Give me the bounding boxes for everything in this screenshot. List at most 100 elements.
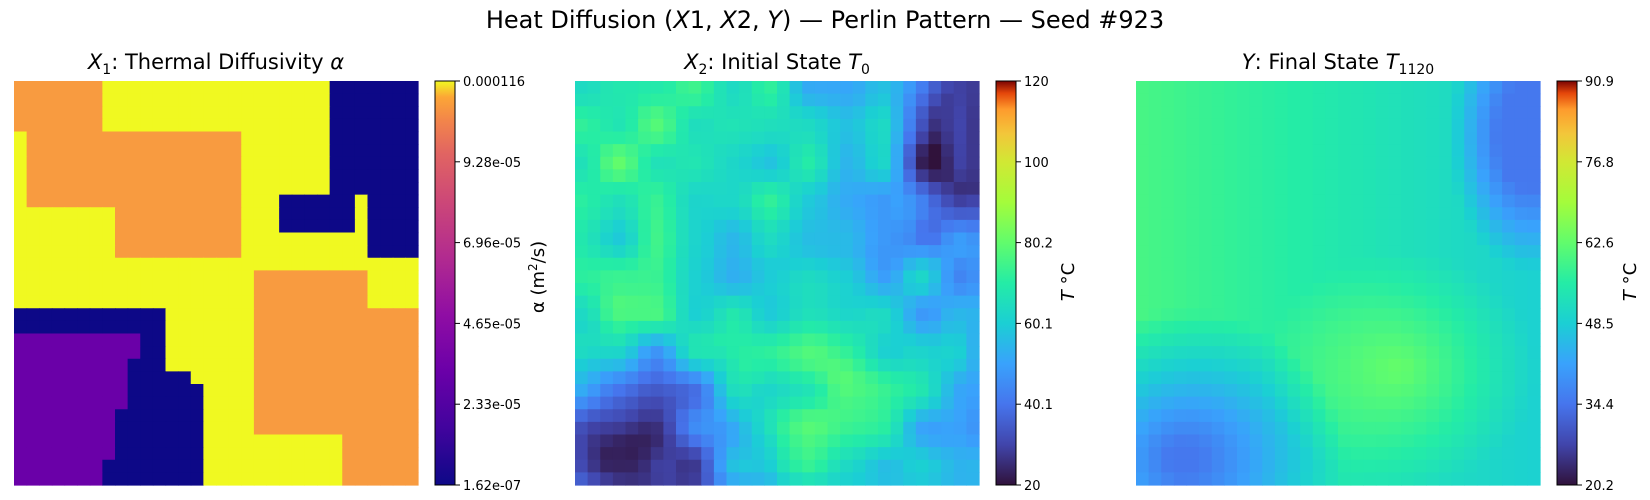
heatmap-cell	[1401, 384, 1415, 398]
heatmap-cell	[203, 169, 217, 183]
heatmap-cell	[140, 118, 154, 133]
heatmap-cell	[1426, 245, 1440, 259]
heatmap-cell	[789, 106, 803, 120]
heatmap-cell	[865, 106, 879, 120]
heatmap-cell	[1476, 447, 1491, 461]
heatmap-cell	[329, 283, 343, 297]
heatmap-cell	[39, 295, 53, 309]
heatmap-cell	[1199, 156, 1213, 170]
heatmap-cell	[789, 333, 803, 347]
heatmap-cell	[1211, 232, 1225, 246]
heatmap-cell	[1161, 118, 1175, 133]
heatmap-cell	[701, 346, 715, 360]
heatmap-cell	[1350, 472, 1364, 486]
heatmap-cell	[165, 257, 179, 271]
heatmap-cell	[1148, 384, 1162, 398]
heatmap-cell	[380, 472, 394, 486]
heatmap-cell	[903, 358, 917, 372]
heatmap-cell	[638, 93, 652, 107]
heatmap-cell	[1527, 219, 1541, 234]
heatmap-cell	[1401, 156, 1415, 170]
heatmap-cell	[941, 81, 955, 95]
heatmap-cell	[600, 270, 614, 284]
heatmap-cell	[941, 283, 955, 297]
heatmap-cell	[701, 169, 715, 183]
heatmap-cell	[966, 472, 980, 486]
heatmap-cell	[367, 396, 381, 410]
heatmap-cell	[1527, 472, 1541, 486]
heatmap-cell	[814, 295, 829, 309]
heatmap-cell	[89, 409, 103, 423]
heatmap-cell	[216, 232, 230, 246]
heatmap-cell	[1375, 118, 1390, 133]
heatmap-cell	[1489, 308, 1503, 322]
heatmap-cell	[304, 396, 318, 410]
heatmap-cell	[39, 232, 53, 246]
heatmap-cell	[612, 194, 627, 208]
heatmap-cell	[713, 81, 728, 95]
heatmap-cell	[253, 156, 268, 170]
heatmap-cell	[241, 295, 255, 309]
heatmap-cell	[77, 169, 91, 183]
heatmap-cell	[1312, 333, 1326, 347]
heatmap-cell	[392, 434, 406, 448]
heatmap-cell	[216, 106, 230, 120]
heatmap-cell	[587, 232, 601, 246]
heatmap-cell	[1350, 358, 1364, 372]
heatmap-cell	[814, 434, 829, 448]
heatmap-cell	[865, 384, 879, 398]
heatmap-cell	[1502, 434, 1516, 448]
heatmap-cell	[165, 194, 179, 208]
heatmap-cell	[840, 384, 854, 398]
heatmap-cell	[713, 333, 728, 347]
heatmap-cell	[840, 131, 854, 145]
heatmap-cell	[953, 118, 967, 133]
heatmap-cell	[1464, 144, 1478, 158]
heatmap-cell	[1274, 194, 1289, 208]
heatmap-cell	[329, 118, 343, 133]
heatmap-cell	[380, 283, 394, 297]
heatmap-cell	[878, 169, 892, 183]
heatmap-cell	[127, 131, 141, 145]
heatmap-cell	[638, 144, 652, 158]
heatmap-cell	[600, 81, 614, 95]
heatmap-cell	[751, 308, 765, 322]
heatmap-cell	[1502, 396, 1516, 410]
heatmap-cell	[953, 434, 967, 448]
heatmap-cell	[1439, 257, 1453, 271]
heatmap-cell	[253, 270, 268, 284]
heatmap-cell	[1350, 283, 1364, 297]
heatmap-cell	[688, 371, 702, 385]
heatmap-cell	[1249, 257, 1263, 271]
heatmap-cell	[928, 81, 942, 95]
heatmap-cell	[1401, 207, 1415, 221]
heatmap-cell	[650, 283, 664, 297]
heatmap-cell	[317, 219, 331, 234]
heatmap-cell	[688, 169, 702, 183]
heatmap-cell	[317, 232, 331, 246]
heatmap-cell	[1148, 156, 1162, 170]
heatmap-cell	[1426, 118, 1440, 133]
heatmap-cell	[789, 81, 803, 95]
heatmap-cell	[903, 118, 917, 133]
heatmap-cell	[1287, 472, 1301, 486]
heatmap-cell	[1161, 219, 1175, 234]
heatmap-cell	[1300, 257, 1314, 271]
heatmap-cell	[102, 219, 116, 234]
heatmap-cell	[51, 207, 66, 221]
heatmap-cell	[1363, 144, 1377, 158]
heatmap-cell	[1363, 169, 1377, 183]
heatmap-cell	[878, 118, 892, 133]
heatmap-cell	[266, 333, 280, 347]
heatmap-cell	[903, 333, 917, 347]
heatmap-cell	[1161, 131, 1175, 145]
heatmap-cell	[1514, 194, 1528, 208]
heatmap-cell	[739, 156, 753, 170]
heatmap-cell	[304, 371, 318, 385]
heatmap-cell	[739, 144, 753, 158]
heatmap-cell	[1388, 118, 1402, 133]
heatmap-cell	[1439, 169, 1453, 183]
heatmap-cell	[726, 270, 740, 284]
heatmap-cell	[228, 346, 242, 360]
heatmap-cell	[102, 434, 116, 448]
